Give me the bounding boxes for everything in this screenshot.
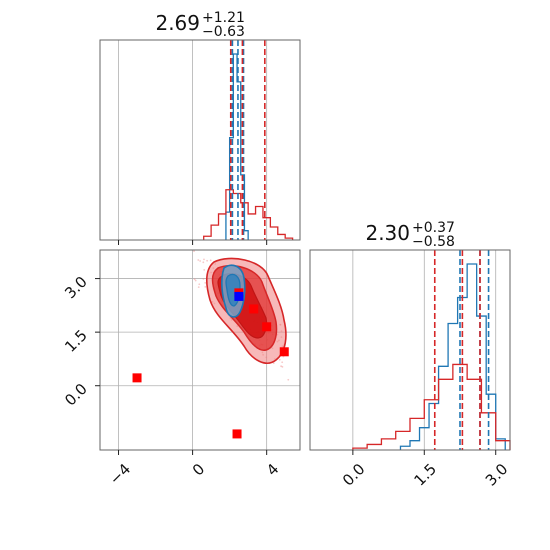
histogram-series-1 <box>352 363 511 450</box>
x-tick-label: 0 <box>189 460 208 479</box>
sample-point <box>280 365 282 368</box>
histogram-series-1 <box>203 189 294 240</box>
sample-point <box>193 278 196 281</box>
x-tick-label: 1.5 <box>410 460 440 490</box>
sample-point <box>193 250 195 253</box>
bottom-right-frame <box>309 249 511 451</box>
y-tick-label: 0.0 <box>61 380 91 410</box>
sample-point <box>204 281 207 284</box>
x-tick-label: −4 <box>106 460 134 488</box>
sample-point <box>287 378 290 381</box>
x-tick-label: 0.0 <box>339 460 369 490</box>
sample-point <box>197 259 200 261</box>
panel-top-left: 2.69 +1.21 −0.63 <box>99 10 301 245</box>
sample-point <box>202 261 205 264</box>
x-tick-label: 4 <box>263 460 282 479</box>
bottom-left-markers <box>132 288 289 439</box>
sample-point <box>204 285 207 288</box>
bottom-right-title-plus: +0.37 <box>412 220 455 236</box>
sample-point <box>203 258 205 261</box>
red-square-marker <box>249 304 259 314</box>
sample-point <box>209 259 212 262</box>
sample-point <box>272 362 275 365</box>
histogram-series-0 <box>225 53 249 240</box>
sample-point <box>281 365 284 368</box>
y-tick-label: 3.0 <box>61 273 91 303</box>
top-left-quantile-lines <box>229 40 266 240</box>
sample-point <box>203 269 206 271</box>
bottom-right-quantile-lines <box>433 250 490 450</box>
bottom-right-histograms <box>352 263 511 450</box>
red-square-marker <box>279 347 289 357</box>
bottom-right-xticks: 0.0 1.5 3.0 <box>339 450 511 490</box>
y-tick-label: 1.5 <box>61 326 91 356</box>
red-square-marker <box>132 373 142 383</box>
panel-bottom-right: 0.0 1.5 3.0 2.30 +0.37 −0.58 <box>309 220 511 490</box>
top-left-title-value: 2.69 <box>155 11 200 35</box>
bottom-right-title-minus: −0.58 <box>412 234 455 250</box>
histogram-series-0 <box>399 263 506 450</box>
top-left-grid <box>118 40 268 240</box>
red-contours <box>205 257 287 364</box>
top-left-xticks <box>118 240 268 245</box>
bottom-left-frame <box>99 249 301 451</box>
red-square-marker <box>232 429 242 439</box>
sample-point <box>202 277 205 280</box>
sample-point <box>206 259 209 262</box>
sample-point <box>199 260 202 262</box>
bottom-right-grid <box>352 250 497 450</box>
panel-bottom-left: −4 0 4 0.0 1.5 3.0 <box>61 249 301 488</box>
blue-square-marker <box>234 291 244 301</box>
bottom-left-yticks: 0.0 1.5 3.0 <box>61 273 100 410</box>
top-left-title-plus: +1.21 <box>202 10 245 26</box>
bottom-right-title-value: 2.30 <box>365 221 410 245</box>
sample-point <box>197 286 200 289</box>
top-left-title-minus: −0.63 <box>202 24 245 40</box>
top-left-frame <box>99 39 301 241</box>
sample-point <box>281 361 284 364</box>
sample-point <box>278 358 281 361</box>
bottom-left-xticks: −4 0 4 <box>106 450 282 488</box>
sample-point <box>194 279 197 282</box>
bottom-left-contours <box>205 257 287 364</box>
sample-point <box>198 283 201 286</box>
top-left-histograms <box>203 53 294 240</box>
x-tick-label: 3.0 <box>482 460 512 490</box>
red-square-marker <box>262 322 272 332</box>
